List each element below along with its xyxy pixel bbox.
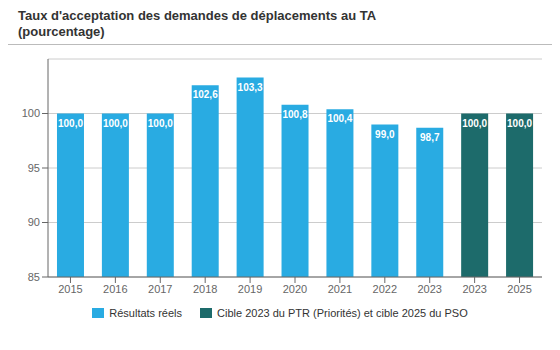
svg-text:2025: 2025 xyxy=(507,283,531,295)
html-text:Taux d'acceptation des demande: Taux d'acceptation des demandes de dépla… xyxy=(18,8,376,23)
svg-text:99,0: 99,0 xyxy=(375,129,395,140)
svg-text:2023: 2023 xyxy=(462,283,486,295)
svg-text:2019: 2019 xyxy=(238,283,262,295)
svg-text:102,6: 102,6 xyxy=(193,89,218,100)
svg-text:90: 90 xyxy=(28,216,40,228)
svg-text:2015: 2015 xyxy=(58,283,82,295)
html-text:(pourcentage): (pourcentage) xyxy=(18,24,105,39)
svg-text:2020: 2020 xyxy=(283,283,307,295)
svg-text:100,0: 100,0 xyxy=(148,118,173,129)
svg-text:95: 95 xyxy=(28,162,40,174)
svg-text:100,8: 100,8 xyxy=(283,109,308,120)
svg-text:2023: 2023 xyxy=(417,283,441,295)
svg-text:98,7: 98,7 xyxy=(420,132,440,143)
svg-text:2022: 2022 xyxy=(373,283,397,295)
svg-text:100,0: 100,0 xyxy=(507,118,532,129)
html-text:Cible 2023 du PTR (Priorités): Cible 2023 du PTR (Priorités) et cible 2… xyxy=(217,307,468,319)
html-text:Résultats réels: Résultats réels xyxy=(109,307,182,319)
svg-text:100,0: 100,0 xyxy=(58,118,83,129)
svg-text:2017: 2017 xyxy=(148,283,172,295)
svg-text:100,0: 100,0 xyxy=(462,118,487,129)
svg-text:2021: 2021 xyxy=(328,283,352,295)
svg-text:2016: 2016 xyxy=(103,283,127,295)
svg-text:100,4: 100,4 xyxy=(327,113,352,124)
svg-text:100,0: 100,0 xyxy=(103,118,128,129)
svg-text:85: 85 xyxy=(28,271,40,283)
svg-text:2018: 2018 xyxy=(193,283,217,295)
svg-text:100: 100 xyxy=(22,107,40,119)
svg-text:103,3: 103,3 xyxy=(238,82,263,93)
